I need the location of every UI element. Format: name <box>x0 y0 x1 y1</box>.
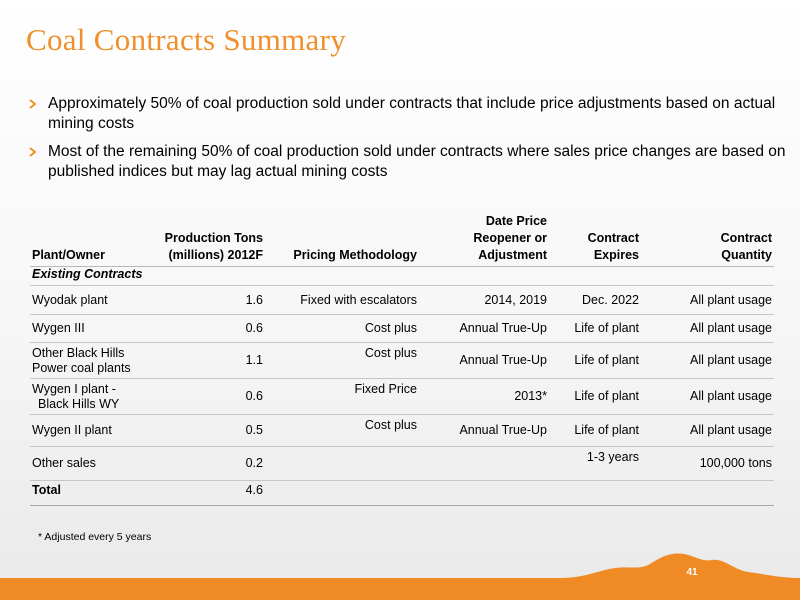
cell-pricing <box>265 446 419 481</box>
table-row: Other sales 0.2 1-3 years 100,000 tons <box>30 446 774 481</box>
table-row: Wygen III 0.6 Cost plus Annual True-Up L… <box>30 314 774 343</box>
cell-quantity: All plant usage <box>641 314 774 343</box>
header-production-tons: Production Tons (millions) 2012F <box>153 213 265 267</box>
cell-reopener: Annual True-Up <box>419 414 549 447</box>
total-row: Total 4.6 <box>30 480 774 506</box>
cell-quantity: All plant usage <box>641 285 774 315</box>
cell-reopener: Annual True-Up <box>419 342 549 379</box>
cell-tons: 1.6 <box>153 285 265 315</box>
total-tons: 4.6 <box>153 480 265 506</box>
header-contract-quantity: Contract Quantity <box>641 213 774 267</box>
bullet-item: Approximately 50% of coal production sol… <box>26 94 786 134</box>
header-pricing-methodology: Pricing Methodology <box>265 213 419 267</box>
cell-expires: Dec. 2022 <box>549 285 641 315</box>
page-number: 41 <box>686 567 698 578</box>
cell-reopener: 2013* <box>419 378 549 415</box>
table-row: Wygen I plant - Black Hills WY 0.6 Fixed … <box>30 378 774 415</box>
section-row: Existing Contracts <box>30 266 774 286</box>
cell-tons: 1.1 <box>153 342 265 379</box>
cell-pricing: Fixed with escalators <box>265 285 419 315</box>
cell-tons: 0.6 <box>153 314 265 343</box>
header-price-reopener: Date Price Reopener or Adjustment <box>419 213 549 267</box>
table-row: Other Black Hills Power coal plants 1.1 C… <box>30 342 774 379</box>
bullet-text: Most of the remaining 50% of coal produc… <box>48 143 786 180</box>
cell-pricing: Cost plus <box>265 314 419 343</box>
cell-plant: Wygen I plant - Black Hills WY <box>30 378 153 415</box>
cell-plant: Other Black Hills Power coal plants <box>30 342 153 379</box>
cell-plant: Other sales <box>30 446 153 481</box>
cell-expires: Life of plant <box>549 342 641 379</box>
table-row: Wyodak plant 1.6 Fixed with escalators 2… <box>30 285 774 315</box>
cell-expires: Life of plant <box>549 314 641 343</box>
cell-expires: Life of plant <box>549 378 641 415</box>
cell-expires: 1-3 years <box>549 446 641 481</box>
cell-quantity: All plant usage <box>641 342 774 379</box>
bullet-list: Approximately 50% of coal production sol… <box>26 94 786 190</box>
cell-plant: Wygen II plant <box>30 414 153 447</box>
cell-reopener: Annual True-Up <box>419 314 549 343</box>
table-header-row: Plant/Owner Production Tons (millions) 20… <box>30 213 774 267</box>
bullet-text: Approximately 50% of coal production sol… <box>48 95 776 132</box>
cell-tons: 0.2 <box>153 446 265 481</box>
mountain-footer-graphic <box>0 553 800 600</box>
cell-quantity: All plant usage <box>641 414 774 447</box>
footnote: * Adjusted every 5 years <box>38 531 152 543</box>
arrow-bullet-icon <box>29 147 37 157</box>
cell-expires: Life of plant <box>549 414 641 447</box>
cell-plant: Wygen III <box>30 314 153 343</box>
cell-reopener: 2014, 2019 <box>419 285 549 315</box>
cell-pricing: Cost plus <box>265 414 419 447</box>
cell-tons: 0.5 <box>153 414 265 447</box>
table-row: Wygen II plant 0.5 Cost plus Annual True… <box>30 414 774 447</box>
header-plant-owner: Plant/Owner <box>30 213 153 267</box>
cell-quantity: All plant usage <box>641 378 774 415</box>
coal-contracts-table: Plant/Owner Production Tons (millions) 20… <box>30 213 774 506</box>
page-title: Coal Contracts Summary <box>26 22 347 57</box>
cell-reopener <box>419 446 549 481</box>
cell-pricing: Cost plus <box>265 342 419 379</box>
cell-pricing: Fixed Price <box>265 378 419 415</box>
header-contract-expires: Contract Expires <box>549 213 641 267</box>
cell-quantity: 100,000 tons <box>641 446 774 481</box>
cell-tons: 0.6 <box>153 378 265 415</box>
total-label: Total <box>30 480 153 506</box>
arrow-bullet-icon <box>29 99 37 109</box>
cell-plant: Wyodak plant <box>30 285 153 315</box>
bullet-item: Most of the remaining 50% of coal produc… <box>26 142 786 182</box>
section-label: Existing Contracts <box>30 266 774 286</box>
